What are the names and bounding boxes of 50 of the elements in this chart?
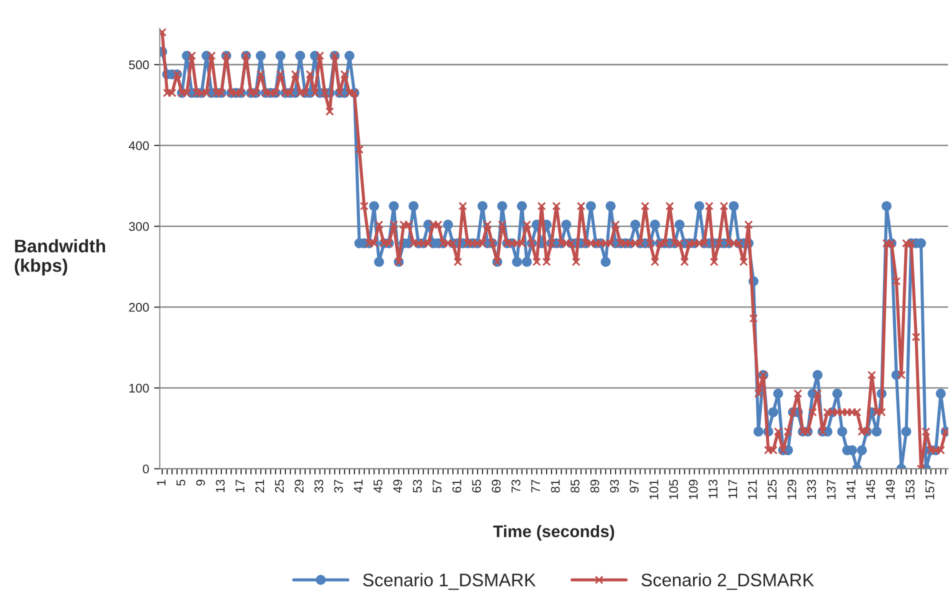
x-tick-label: 9 [196,480,206,486]
x-tick-label: 5 [176,480,186,486]
legend-label: Scenario 2_DSMARK [641,573,814,590]
x-tick-label: 45 [374,480,382,493]
x-tick-label: 81 [550,480,560,493]
legend-label: Scenario 1_DSMARK [363,573,536,590]
x-tick-label: 137 [826,480,836,500]
x-tick-label: 129 [787,480,796,500]
x-tick-label: 33 [314,480,324,493]
x-tick-label: 97 [630,480,639,493]
x-tick-label: 21 [255,480,264,492]
x-tick-label: 53 [412,480,422,493]
y-tick-label: 400 [128,141,149,150]
x-tick-label: 77 [531,480,540,492]
x-tick-label: 153 [906,480,915,500]
x-tick-label: 93 [610,480,619,493]
x-tick-label: 133 [807,480,816,500]
x-axis-title: Time (seconds) [493,525,614,541]
x-tick-label: 49 [393,480,402,493]
x-tick-label: 149 [886,480,895,500]
y-tick-label: 200 [129,302,149,312]
y-axis-title: Bandwidth (kbps) [14,239,106,276]
x-tick-label: 1 [156,480,166,486]
x-tick-label: 13 [216,480,225,492]
x-tick-label: 157 [926,480,934,500]
x-tick-label: 109 [688,480,698,500]
x-tick-label: 105 [669,480,678,500]
y-tick-label: 500 [129,60,149,70]
x-tick-label: 101 [649,480,658,500]
x-tick-label: 61 [452,480,462,492]
x-tick-label: 69 [492,480,501,492]
x-tick-label: 25 [274,480,284,492]
y-tick-label: 300 [128,222,149,231]
y-tick-label: 100 [129,384,149,393]
x-tick-label: 89 [590,480,600,493]
x-tick-label: 41 [354,480,363,493]
x-tick-label: 85 [570,480,580,493]
x-tick-label: 73 [512,480,520,492]
x-tick-label: 145 [866,480,876,500]
x-tick-label: 125 [768,480,777,500]
x-tick-label: 65 [472,480,481,492]
x-tick-label: 17 [236,480,244,492]
x-tick-label: 29 [294,480,304,492]
x-tick-label: 57 [432,480,442,493]
x-tick-label: 37 [334,480,343,493]
y-tick-label: 0 [142,464,149,474]
x-tick-label: 141 [846,480,856,500]
x-tick-label: 113 [708,480,718,498]
x-tick-label: 117 [728,480,738,498]
x-tick-label: 121 [748,480,757,500]
